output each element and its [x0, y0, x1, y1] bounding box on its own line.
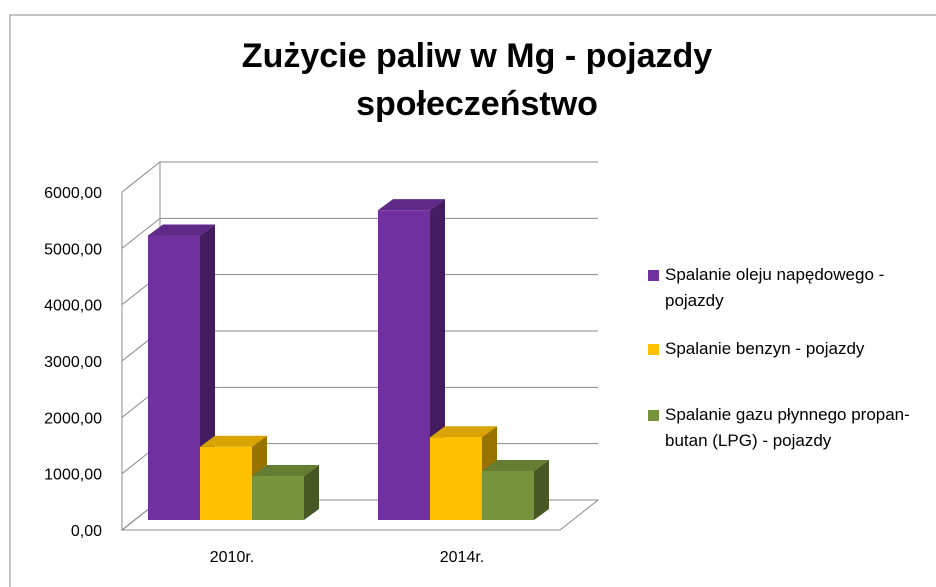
x-tick-label: 2010r. — [210, 549, 254, 566]
bar — [252, 465, 319, 520]
legend-swatch — [648, 270, 659, 281]
chart-title: społeczeństwo — [356, 85, 598, 123]
bar-front — [252, 476, 304, 520]
x-tick-label: 2014r. — [440, 549, 484, 566]
bar-top — [252, 465, 319, 477]
bar-front — [148, 235, 200, 520]
legend-item: Spalanie gazu płynnego propan-butan (LPG… — [640, 402, 930, 454]
bar-front — [200, 446, 252, 520]
legend-label: Spalanie oleju napędowego - pojazdy — [665, 265, 885, 310]
bar — [482, 459, 549, 520]
bar-top — [200, 435, 267, 447]
bar-side — [304, 465, 319, 520]
chart-title: Zużycie paliw w Mg - pojazdy — [242, 37, 712, 75]
bar-top — [482, 459, 549, 471]
y-tick-label: 2000,00 — [44, 410, 102, 427]
y-tick-label: 3000,00 — [44, 354, 102, 371]
bar-side — [534, 459, 549, 520]
legend-label: Spalanie benzyn - pojazdy — [665, 339, 865, 358]
bar — [200, 435, 267, 520]
bar-top — [378, 199, 445, 211]
legend-item: Spalanie oleju napędowego - pojazdy — [640, 262, 930, 314]
bar-top — [148, 224, 215, 236]
bar-front — [430, 437, 482, 520]
bar-top — [430, 426, 497, 438]
y-tick-label: 5000,00 — [44, 241, 102, 258]
y-tick-label: 1000,00 — [44, 467, 102, 484]
grid-line — [121, 217, 161, 249]
y-tick-label: 0,00 — [71, 523, 102, 540]
y-tick-label: 4000,00 — [44, 298, 102, 315]
legend-swatch — [648, 344, 659, 355]
bars — [148, 199, 549, 520]
grid-line — [121, 161, 161, 193]
bar-front — [378, 210, 430, 520]
legend-item: Spalanie benzyn - pojazdy — [640, 336, 930, 362]
legend-swatch — [648, 410, 659, 421]
y-tick-label: 6000,00 — [44, 185, 102, 202]
bar-front — [482, 470, 534, 520]
legend-label: Spalanie gazu płynnego propan-butan (LPG… — [665, 405, 910, 450]
